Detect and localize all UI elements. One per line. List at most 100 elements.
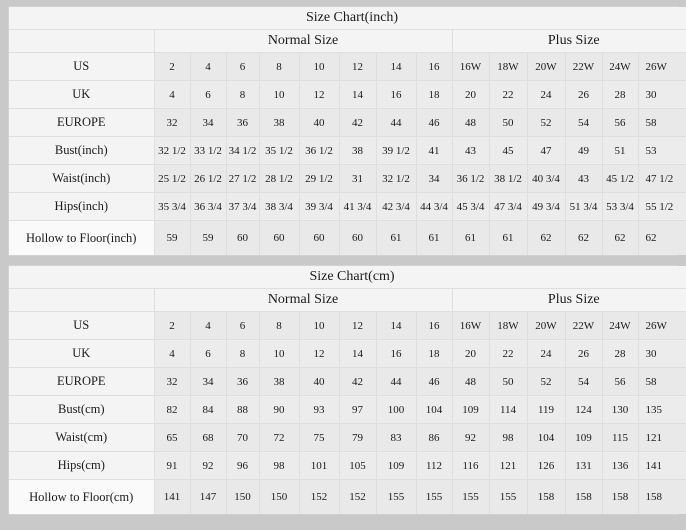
size-chart-inch: Size Chart(inch) Normal Size Plus Size US 2 4… <box>8 6 686 256</box>
table-cell: 88 <box>225 395 260 424</box>
table-cell: 6 <box>189 80 227 109</box>
table-row: Hips(inch) 35 3/4 36 3/4 37 3/4 38 3/4 39 3/4… <box>9 192 686 221</box>
table-cell: 58 <box>637 367 686 396</box>
table-cell: 40 <box>298 367 340 396</box>
table-cell: 6 <box>189 339 227 368</box>
table-cell: 136 <box>601 451 639 480</box>
table-cell: 38 3/4 <box>258 192 300 221</box>
table-cell: 48 <box>451 367 490 396</box>
table-cell: 32 <box>153 108 191 137</box>
table-cell: 158 <box>637 479 686 514</box>
table-cell: 59 <box>189 220 227 255</box>
table-cell: 141 <box>637 451 686 480</box>
table-cell: 22W <box>564 52 603 81</box>
table-cell: 104 <box>415 395 453 424</box>
table-cell: 61 <box>488 220 528 255</box>
table-cell: 16 <box>375 339 417 368</box>
table-cell: 36 <box>225 367 260 396</box>
table-cell: 52 <box>526 367 566 396</box>
table-cell: 90 <box>258 395 300 424</box>
table-cell: 46 <box>415 367 453 396</box>
table-cell: 101 <box>298 451 340 480</box>
table-cell: 14 <box>375 52 417 81</box>
table-cell: 36 3/4 <box>189 192 227 221</box>
table-cell: 104 <box>526 423 566 452</box>
table-cell: 32 1/2 <box>153 136 191 165</box>
table-cell: 68 <box>189 423 227 452</box>
row-label: Bust(inch) <box>9 136 155 165</box>
row-label: Hips(inch) <box>9 192 155 221</box>
table-cell: 49 3/4 <box>526 192 566 221</box>
table-cell: 8 <box>225 80 260 109</box>
table-cell: 22W <box>564 311 603 340</box>
table-cell: 2 <box>153 52 191 81</box>
table-cell: 61 <box>451 220 490 255</box>
table-cell: 59 <box>153 220 191 255</box>
table-cell: 43 <box>564 164 603 193</box>
table-cell: 56 <box>601 108 639 137</box>
table-cell: 20W <box>526 52 566 81</box>
table-cell: 32 1/2 <box>375 164 417 193</box>
table-cell: 43 <box>451 136 490 165</box>
table-row: EUROPE 32 34 36 38 40 42 44 46 48 50 52 54 56 58 <box>9 108 686 137</box>
table-cell: 86 <box>415 423 453 452</box>
table-cell: 83 <box>375 423 417 452</box>
table-cell: 30 <box>637 339 686 368</box>
size-table: Size Chart(cm) Normal Size Plus Size US 2 4 6 8… <box>9 266 686 514</box>
table-cell: 155 <box>415 479 453 514</box>
table-cell: 55 1/2 <box>637 192 686 221</box>
table-cell: 39 3/4 <box>298 192 340 221</box>
row-label: Waist(cm) <box>9 423 155 452</box>
group-header-plus-size: Plus Size <box>451 29 686 53</box>
table-cell: 35 1/2 <box>258 136 300 165</box>
table-cell: 54 <box>564 367 603 396</box>
table-cell: 96 <box>225 451 260 480</box>
table-cell: 4 <box>153 339 191 368</box>
table-cell: 98 <box>258 451 300 480</box>
table-cell: 98 <box>488 423 528 452</box>
table-cell: 124 <box>564 395 603 424</box>
table-cell: 12 <box>298 339 340 368</box>
table-cell: 24W <box>601 52 639 81</box>
row-label: EUROPE <box>9 367 155 396</box>
table-cell: 141 <box>153 479 191 514</box>
row-label: US <box>9 311 155 340</box>
row-label: Bust(cm) <box>9 395 155 424</box>
size-table: Size Chart(inch) Normal Size Plus Size US 2 4… <box>9 7 686 255</box>
table-cell: 28 <box>601 339 639 368</box>
table-cell: 26W <box>637 52 686 81</box>
table-cell: 50 <box>488 367 528 396</box>
table-cell: 10 <box>298 311 340 340</box>
table-cell: 8 <box>258 311 300 340</box>
page-title: Size Chart(inch) <box>9 7 686 30</box>
table-cell: 33 1/2 <box>189 136 227 165</box>
group-header-plus-size: Plus Size <box>451 288 686 312</box>
table-cell: 18 <box>415 80 453 109</box>
table-cell: 20 <box>451 339 490 368</box>
table-cell: 20W <box>526 311 566 340</box>
table-cell: 31 <box>338 164 377 193</box>
table-cell: 14 <box>375 311 417 340</box>
table-cell: 26 1/2 <box>189 164 227 193</box>
table-cell: 22 <box>488 80 528 109</box>
table-cell: 18W <box>488 52 528 81</box>
table-cell: 62 <box>564 220 603 255</box>
table-cell: 84 <box>189 395 227 424</box>
table-cell: 47 3/4 <box>488 192 528 221</box>
table-row: Waist(cm) 65 68 70 72 75 79 83 86 92 98 104 109 115 12… <box>9 423 686 452</box>
table-cell: 2 <box>153 311 191 340</box>
table-cell: 116 <box>451 451 490 480</box>
table-cell: 26 <box>564 339 603 368</box>
table-cell: 26W <box>637 311 686 340</box>
table-cell: 92 <box>189 451 227 480</box>
table-row: UK 4 6 8 10 12 14 16 18 20 22 24 26 28 30 <box>9 80 686 109</box>
group-header-normal-size: Normal Size <box>153 29 453 53</box>
row-label: Hips(cm) <box>9 451 155 480</box>
table-title-row: Size Chart(cm) <box>9 266 686 289</box>
table-cell: 97 <box>338 395 377 424</box>
table-cell: 91 <box>153 451 191 480</box>
table-cell: 158 <box>564 479 603 514</box>
table-cell: 155 <box>488 479 528 514</box>
row-label: Waist(inch) <box>9 164 155 193</box>
table-cell: 16 <box>375 80 417 109</box>
